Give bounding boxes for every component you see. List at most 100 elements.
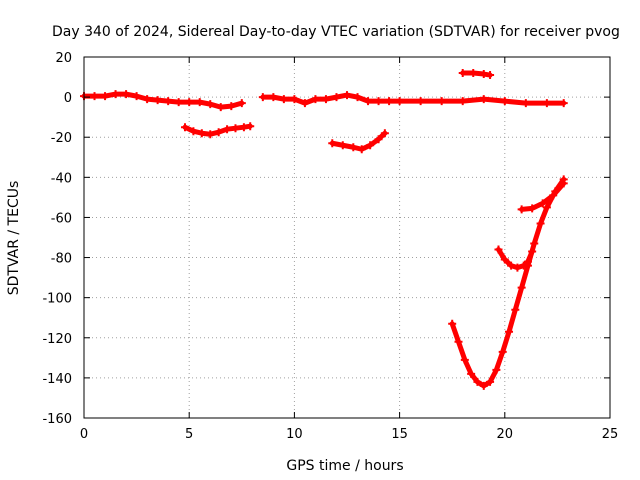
data-point xyxy=(517,283,526,292)
data-point xyxy=(458,69,467,78)
data-point xyxy=(505,327,514,336)
x-tick-label: 25 xyxy=(602,427,619,442)
data-point xyxy=(467,369,476,378)
data-point xyxy=(189,127,198,136)
grid-lines xyxy=(84,57,610,418)
data-point xyxy=(185,98,194,107)
data-point xyxy=(542,99,551,108)
data-point xyxy=(479,70,488,79)
data-point xyxy=(437,97,446,106)
data-point xyxy=(528,247,537,256)
data-point xyxy=(111,90,120,99)
series-arc4 xyxy=(328,129,389,154)
data-point xyxy=(164,97,173,106)
x-tick-label: 0 xyxy=(80,427,88,442)
data-point xyxy=(153,96,162,105)
data-point xyxy=(458,97,467,106)
data-point xyxy=(321,95,330,104)
data-point xyxy=(549,191,558,200)
data-point xyxy=(343,91,351,100)
data-point xyxy=(486,377,495,386)
data-point xyxy=(486,71,495,80)
series-line xyxy=(329,130,388,152)
data-point xyxy=(357,145,366,154)
data-point xyxy=(101,92,110,101)
data-point xyxy=(542,203,551,212)
data-point xyxy=(174,98,183,107)
data-point xyxy=(498,347,507,356)
data-point xyxy=(469,69,478,78)
y-tick-label: 0 xyxy=(64,91,72,106)
data-point xyxy=(258,93,267,102)
data-point xyxy=(530,239,539,248)
data-point xyxy=(231,124,240,133)
data-point xyxy=(517,205,526,214)
data-point xyxy=(513,263,522,272)
data-point xyxy=(385,97,394,106)
data-point xyxy=(460,355,469,364)
data-point xyxy=(519,261,528,270)
y-axis-label: SDTVAR / TECUs xyxy=(6,181,22,296)
y-tick-label: -100 xyxy=(42,292,72,307)
data-point xyxy=(511,305,520,314)
data-point xyxy=(328,139,337,148)
y-tick-label: -60 xyxy=(51,211,72,226)
data-point xyxy=(374,135,383,144)
data-point xyxy=(500,255,509,264)
data-point xyxy=(223,125,232,134)
data-point xyxy=(416,97,425,106)
data-point xyxy=(237,99,246,108)
y-tick-label: -160 xyxy=(42,412,72,427)
data-point xyxy=(374,97,383,106)
data-point xyxy=(353,93,362,102)
data-point xyxy=(279,95,288,104)
y-tick-label: 20 xyxy=(55,51,72,66)
data-point xyxy=(448,319,457,328)
data-point xyxy=(479,95,488,104)
y-tick-label: -140 xyxy=(42,372,72,387)
data-point xyxy=(523,257,532,266)
data-point xyxy=(132,92,141,101)
data-point xyxy=(197,129,206,138)
series-arc6 xyxy=(448,175,568,390)
x-tick-label: 5 xyxy=(185,427,193,442)
data-point xyxy=(349,143,358,152)
y-tick-label: -80 xyxy=(51,252,72,267)
y-tick-label: -20 xyxy=(51,131,72,146)
data-point xyxy=(206,130,215,139)
data-point xyxy=(180,123,189,132)
series-line xyxy=(260,92,567,106)
data-point xyxy=(366,141,375,150)
data-point xyxy=(559,179,568,188)
series-arc1 xyxy=(80,90,246,112)
data-point xyxy=(206,100,215,109)
chart-title: Day 340 of 2024, Sidereal Day-to-day VTE… xyxy=(52,24,620,40)
x-axis-label: GPS time / hours xyxy=(286,458,403,474)
data-point xyxy=(454,337,463,346)
y-tick-label: -120 xyxy=(42,332,72,347)
data-point xyxy=(90,92,99,101)
data-point xyxy=(216,103,225,112)
data-point xyxy=(364,97,373,106)
data-point xyxy=(479,381,488,390)
data-point xyxy=(195,98,204,107)
data-point xyxy=(311,95,320,104)
x-tick-label: 20 xyxy=(497,427,514,442)
data-point xyxy=(246,122,255,131)
data-point xyxy=(338,141,347,150)
x-tick-label: 10 xyxy=(286,427,303,442)
series-line xyxy=(449,176,567,389)
plot-frame xyxy=(83,56,611,419)
data-point xyxy=(473,377,482,386)
series-arc5 xyxy=(458,69,495,80)
data-point xyxy=(492,365,501,374)
data-point xyxy=(143,95,152,104)
data-point xyxy=(227,102,236,111)
data-point xyxy=(290,95,299,104)
y-tick-label: -40 xyxy=(51,171,72,186)
data-markers xyxy=(80,69,568,390)
series-line xyxy=(81,91,245,110)
series-arc3 xyxy=(258,91,568,108)
data-point xyxy=(214,128,223,137)
